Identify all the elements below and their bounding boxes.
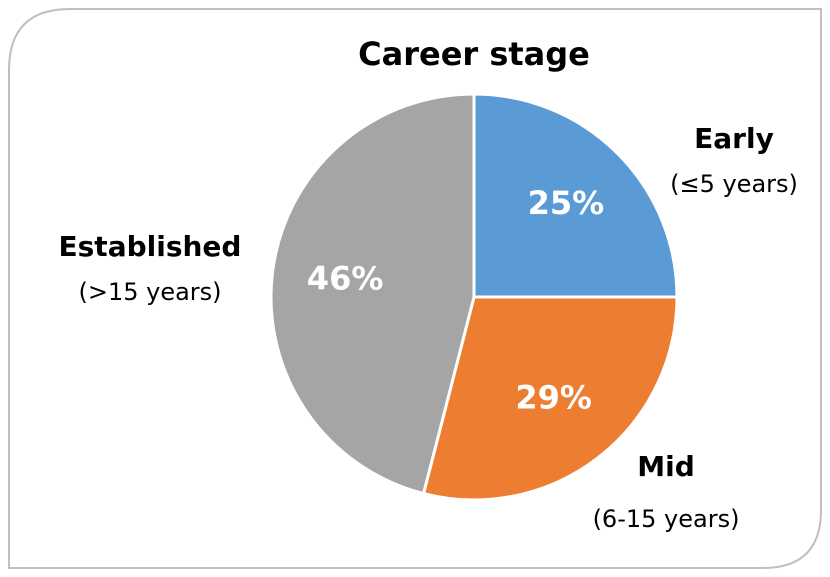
category-label: Established — [59, 230, 242, 263]
data-label: 25% — [528, 184, 605, 222]
category-label: Early — [694, 122, 774, 155]
pie-slice — [472, 92, 679, 299]
category-detail: (6-15 years) — [593, 505, 740, 533]
chart-title: Career stage — [358, 35, 590, 73]
category-detail: (>15 years) — [78, 278, 221, 306]
pie-slice — [269, 92, 476, 496]
pie-slice — [421, 295, 679, 502]
data-label: 29% — [515, 379, 592, 417]
category-label: Mid — [637, 450, 695, 483]
category-detail: (≤5 years) — [670, 170, 798, 198]
data-label: 46% — [307, 260, 384, 298]
